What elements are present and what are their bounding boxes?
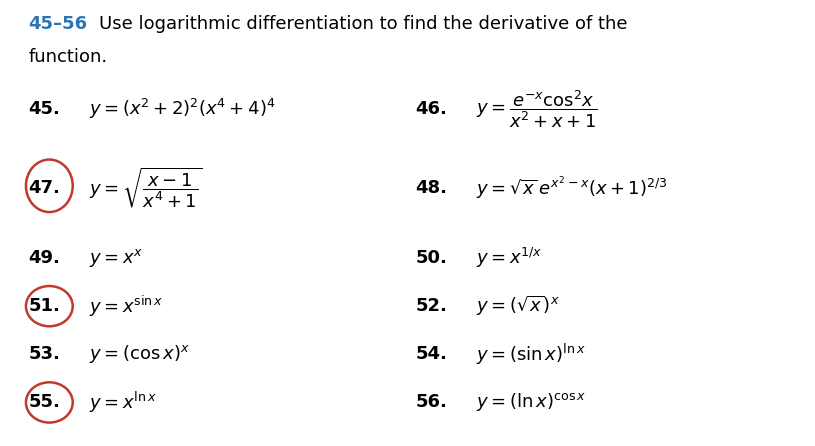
Text: $y = (\sin x)^{\ln x}$: $y = (\sin x)^{\ln x}$ bbox=[476, 342, 586, 367]
Text: 46.: 46. bbox=[416, 100, 447, 118]
Text: $y = x^x$: $y = x^x$ bbox=[89, 247, 143, 269]
Text: 49.: 49. bbox=[29, 249, 60, 267]
Text: function.: function. bbox=[29, 48, 108, 66]
Text: 53.: 53. bbox=[29, 345, 60, 363]
Text: 50.: 50. bbox=[416, 249, 447, 267]
Text: $y = \dfrac{e^{-x}\cos^2\!x}{x^2 + x + 1}$: $y = \dfrac{e^{-x}\cos^2\!x}{x^2 + x + 1… bbox=[476, 88, 597, 130]
Text: 54.: 54. bbox=[416, 345, 447, 363]
Text: $y = (\sqrt{x})^x$: $y = (\sqrt{x})^x$ bbox=[476, 294, 560, 318]
Text: 48.: 48. bbox=[416, 179, 447, 197]
Text: $y = (\cos x)^x$: $y = (\cos x)^x$ bbox=[89, 343, 190, 365]
Text: $y = (\ln x)^{\cos x}$: $y = (\ln x)^{\cos x}$ bbox=[476, 392, 586, 413]
Text: 56.: 56. bbox=[416, 393, 447, 412]
Text: $y = x^{\sin x}$: $y = x^{\sin x}$ bbox=[89, 293, 163, 319]
Text: 55.: 55. bbox=[29, 393, 60, 412]
Text: $y = (x^2 + 2)^2(x^4 + 4)^4$: $y = (x^2 + 2)^2(x^4 + 4)^4$ bbox=[89, 97, 275, 121]
Text: $y = \sqrt{\dfrac{x-1}{x^4+1}}$: $y = \sqrt{\dfrac{x-1}{x^4+1}}$ bbox=[89, 165, 203, 211]
Text: $y = x^{\ln x}$: $y = x^{\ln x}$ bbox=[89, 390, 156, 415]
Text: 47.: 47. bbox=[29, 179, 60, 197]
Text: 52.: 52. bbox=[416, 297, 447, 315]
Text: 51.: 51. bbox=[29, 297, 60, 315]
Text: $y = \sqrt{x}\,e^{x^2-x}(x+1)^{2/3}$: $y = \sqrt{x}\,e^{x^2-x}(x+1)^{2/3}$ bbox=[476, 174, 667, 202]
Text: $y = x^{1/x}$: $y = x^{1/x}$ bbox=[476, 246, 543, 270]
Text: 45–56: 45–56 bbox=[29, 15, 87, 33]
Text: 45.: 45. bbox=[29, 100, 60, 118]
Text: Use logarithmic differentiation to find the derivative of the: Use logarithmic differentiation to find … bbox=[99, 15, 628, 33]
